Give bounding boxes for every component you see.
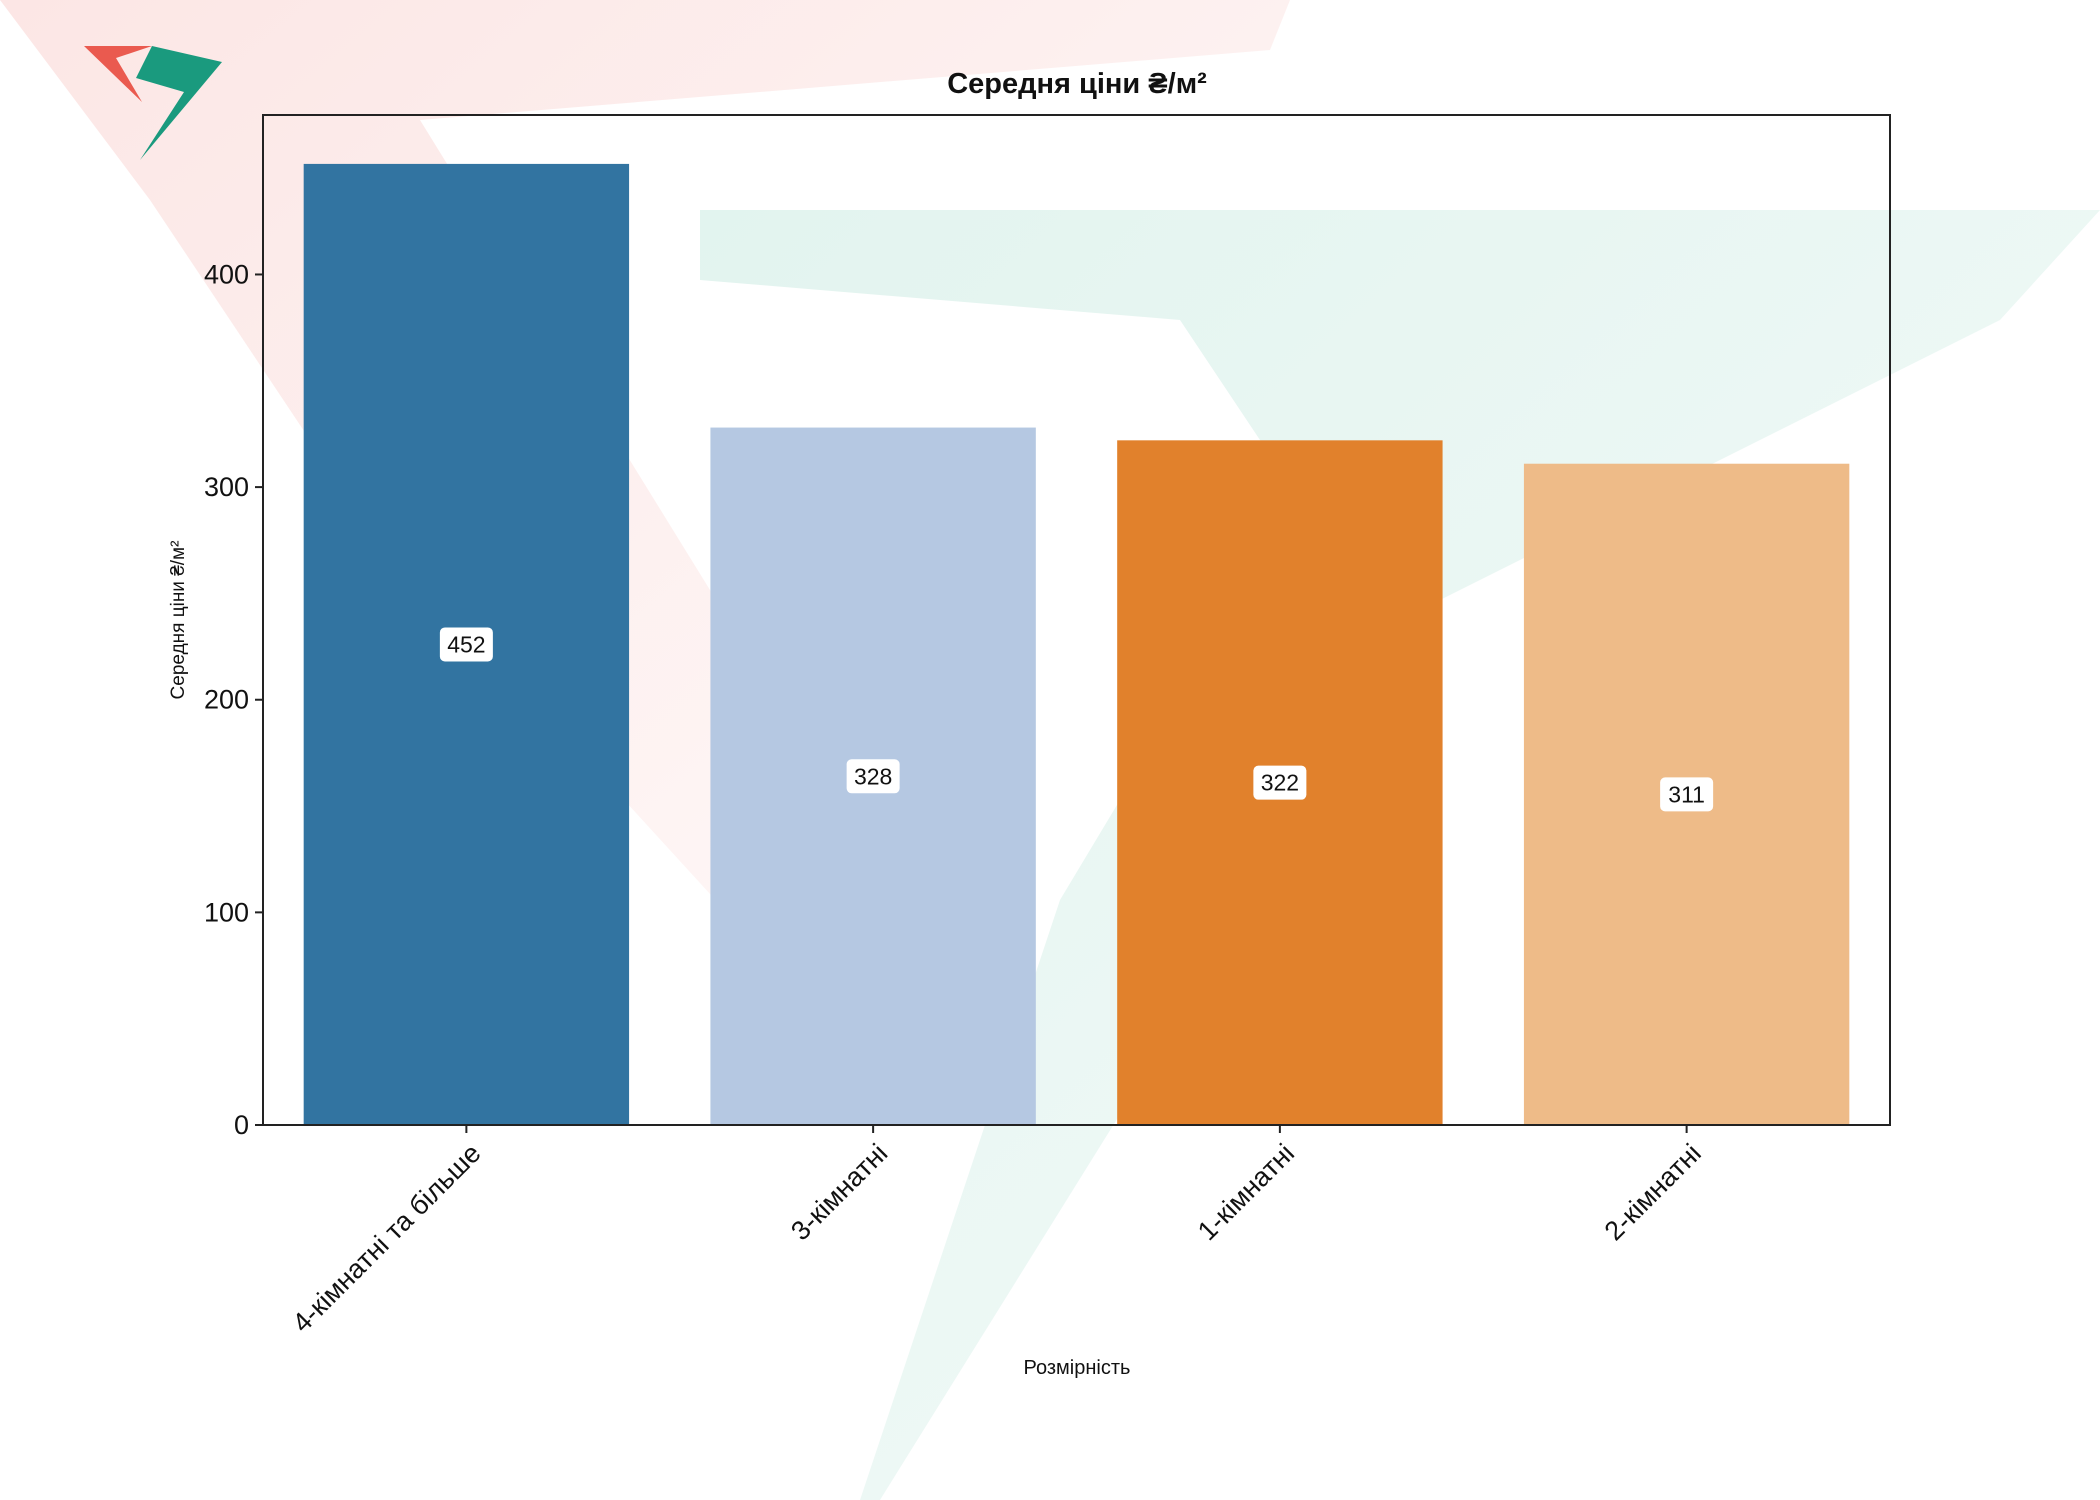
x-tick-label-4: 2-кімнатні <box>1599 1138 1707 1246</box>
data-label-box-3 <box>1253 765 1307 800</box>
y-tick-label-4: 300 <box>204 472 249 502</box>
x-axis-label: Розмірність <box>1024 1357 1131 1379</box>
bars-group <box>303 163 1850 1126</box>
data-label-4: 311 <box>1668 781 1705 807</box>
y-tick-label-5: 400 <box>204 259 249 289</box>
data-label-box-2 <box>846 759 900 794</box>
data-label-box-1 <box>439 627 493 662</box>
chart-title: Середня ціни ₴/м² <box>947 68 1207 100</box>
plot-frame <box>262 114 1891 1126</box>
x-axis: 4-кімнатні та більше 3-кімнатні 1-кімнатні… <box>286 1125 1707 1338</box>
data-label-box-4 <box>1660 777 1714 812</box>
logo-icon <box>84 46 222 160</box>
y-tick-label-2: 100 <box>204 897 249 927</box>
data-label-2: 328 <box>854 763 892 789</box>
data-labels-group: 452 328 322 311 <box>439 627 1714 812</box>
x-tick-label-1: 4-кімнатні та більше <box>286 1138 486 1338</box>
data-label-1: 452 <box>447 631 485 657</box>
y-axis-label: Середня ціни ₴/м² <box>168 541 189 700</box>
x-tick-label-3: 1-кімнатні <box>1192 1138 1300 1246</box>
data-label-3: 322 <box>1261 770 1299 796</box>
y-tick-label-3: 200 <box>204 685 249 715</box>
y-axis: 0 100 200 300 400 <box>204 259 263 1140</box>
y-tick-label-1: 0 <box>234 1110 249 1140</box>
x-tick-label-2: 3-кімнатні <box>785 1138 893 1246</box>
